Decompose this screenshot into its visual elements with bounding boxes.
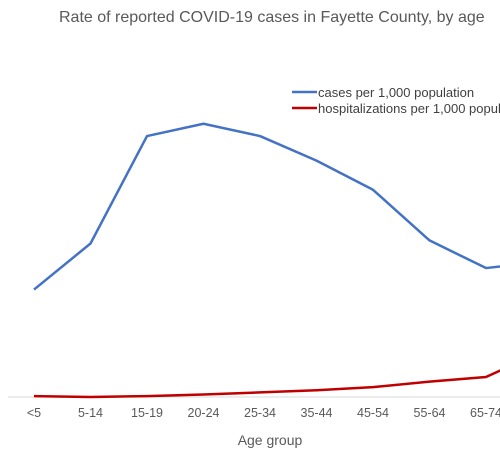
series-line-hospitalizations bbox=[33, 369, 500, 399]
legend: cases per 1,000 population hospitalizati… bbox=[292, 85, 500, 116]
legend-label-hospitalizations: hospitalizations per 1,000 population bbox=[318, 101, 500, 116]
x-tick-label: 15-19 bbox=[131, 406, 163, 420]
x-tick-label: <5 bbox=[27, 406, 41, 420]
x-tick-label: 5-14 bbox=[78, 406, 103, 420]
x-tick-label: 55-64 bbox=[414, 406, 446, 420]
x-tick-label: 65-74 bbox=[470, 406, 500, 420]
x-tick-labels: <5 5-14 15-19 20-24 25-34 35-44 45-54 55-64 65-7… bbox=[27, 406, 500, 420]
x-tick-label: 45-54 bbox=[357, 406, 389, 420]
x-tick-label: 25-34 bbox=[244, 406, 276, 420]
series-lines bbox=[33, 122, 500, 399]
x-tick-label: 35-44 bbox=[301, 406, 333, 420]
legend-label-cases: cases per 1,000 population bbox=[318, 85, 474, 100]
chart-title: Rate of reported COVID-19 cases in Fayet… bbox=[59, 9, 485, 26]
x-tick-label: 20-24 bbox=[188, 406, 220, 420]
series-line-cases bbox=[33, 122, 500, 291]
x-axis-title: Age group bbox=[238, 432, 303, 448]
